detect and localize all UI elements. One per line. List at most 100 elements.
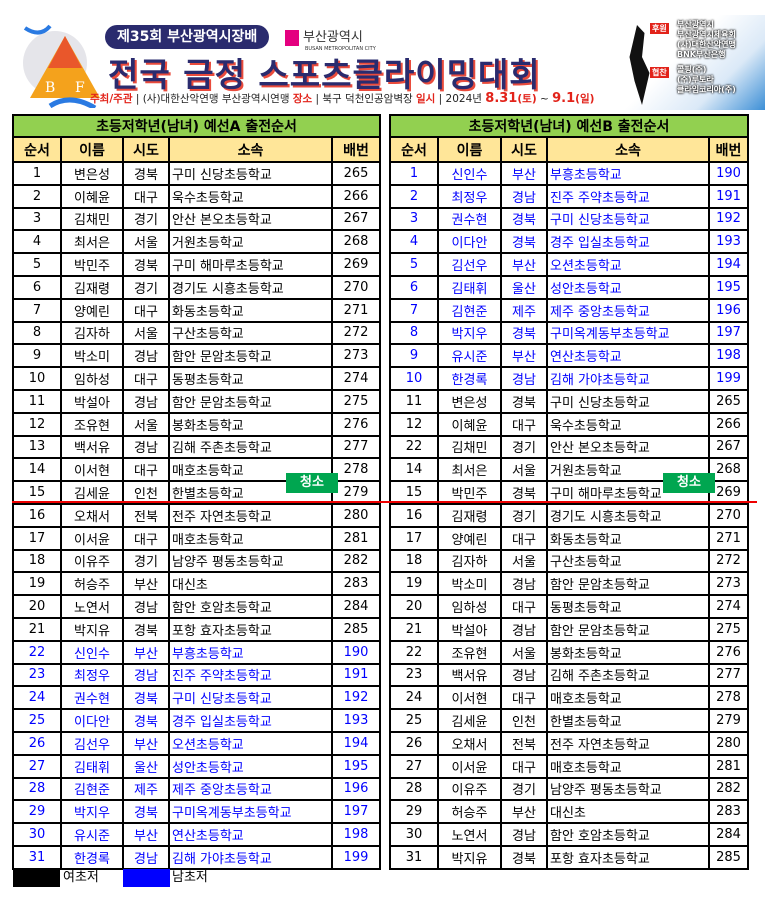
cell-bib: 192 <box>708 206 749 232</box>
cell-affiliation: 김해 주촌초등학교 <box>546 662 710 688</box>
cell-region: 울산 <box>500 274 548 300</box>
clean-badge: 청소 <box>663 473 715 493</box>
cell-name: 유시준 <box>60 822 124 847</box>
cell-affiliation: 포항 효자초등학교 <box>546 844 710 870</box>
table-row: 3 권수현 경북 구미 신당초등학교 192 <box>389 206 749 232</box>
cell-affiliation: 동평초등학교 <box>546 594 710 619</box>
cell-order: 8 <box>12 320 62 346</box>
cell-name: 오채서 <box>60 502 124 528</box>
cell-affiliation: 오션초등학교 <box>168 730 333 756</box>
cell-bib: 274 <box>330 366 382 391</box>
cell-region: 경북 <box>500 388 548 414</box>
table-row: 26 김선우 부산 오션초등학교 194 <box>12 730 382 756</box>
cell-region: 경남 <box>500 571 548 597</box>
cell-region: 경기 <box>500 434 548 460</box>
cell-bib: 275 <box>330 388 382 414</box>
cell-bib: 193 <box>708 229 749 255</box>
cell-bib: 196 <box>708 297 749 323</box>
table-row: 25 이다안 경북 경주 입실초등학교 193 <box>12 708 382 733</box>
cell-affiliation: 연산초등학교 <box>546 343 710 369</box>
cell-name: 박설아 <box>60 388 124 414</box>
cell-region: 울산 <box>122 753 170 779</box>
cell-name: 김자하 <box>60 320 124 346</box>
table-row: 6 김재령 경기 경기도 시흥초등학교 270 <box>12 274 382 300</box>
cell-bib: 268 <box>330 229 382 255</box>
cell-affiliation: 구미 신당초등학교 <box>168 161 333 186</box>
cell-affiliation: 거원초등학교 <box>168 229 333 255</box>
cell-affiliation: 남양주 평동초등학교 <box>168 548 333 574</box>
cell-order: 24 <box>12 685 62 711</box>
cell-region: 경남 <box>500 662 548 688</box>
cell-region: 경북 <box>122 252 170 277</box>
cell-bib: 282 <box>330 548 382 574</box>
cell-order: 10 <box>389 366 439 391</box>
cell-name: 박설아 <box>437 616 502 642</box>
cell-affiliation: 경주 입실초등학교 <box>546 229 710 255</box>
table-row: 12 이혜윤 대구 욱수초등학교 266 <box>389 411 749 437</box>
cell-bib: 197 <box>330 799 382 825</box>
cell-region: 전북 <box>122 502 170 528</box>
header-order: 순서 <box>12 136 62 163</box>
cell-affiliation: 화동초등학교 <box>546 525 710 551</box>
cell-order: 5 <box>12 252 62 277</box>
cell-name: 노연서 <box>60 594 124 619</box>
cell-bib: 278 <box>330 457 382 483</box>
cell-region: 서울 <box>122 320 170 346</box>
cell-order: 30 <box>12 822 62 847</box>
cell-order: 2 <box>389 183 439 209</box>
cell-order: 19 <box>12 571 62 597</box>
table-title: 초등저학년(남녀) 예선B 출전순서 <box>389 114 749 138</box>
cell-region: 경북 <box>500 229 548 255</box>
cell-region: 부산 <box>122 822 170 847</box>
cell-order: 20 <box>389 594 439 619</box>
cell-order: 22 <box>12 639 62 665</box>
header-bib: 배번 <box>330 136 382 163</box>
cell-region: 경남 <box>500 616 548 642</box>
cell-affiliation: 구미 신당초등학교 <box>546 206 710 232</box>
table-row: 30 노연서 경남 함안 호암초등학교 284 <box>389 822 749 847</box>
cell-name: 변은성 <box>60 161 124 186</box>
cell-region: 경남 <box>500 366 548 391</box>
cell-affiliation: 부흥초등학교 <box>168 639 333 665</box>
cell-name: 김세윤 <box>437 708 502 733</box>
cell-order: 21 <box>12 616 62 642</box>
cell-name: 이서현 <box>60 457 124 483</box>
cell-region: 경남 <box>122 388 170 414</box>
table-row: 8 박지우 경북 구미옥계동부초등학교 197 <box>389 320 749 346</box>
cell-affiliation: 성안초등학교 <box>168 753 333 779</box>
table-row: 20 노연서 경남 함안 호암초등학교 284 <box>12 594 382 619</box>
cell-name: 박지우 <box>60 799 124 825</box>
cell-region: 대구 <box>122 457 170 483</box>
date-label: 일시 <box>416 93 436 105</box>
cell-order: 7 <box>389 297 439 323</box>
cell-name: 노연서 <box>437 822 502 847</box>
table-row: 18 김자하 서울 구산초등학교 272 <box>389 548 749 574</box>
header-affiliation: 소속 <box>546 136 710 163</box>
table-row: 4 이다안 경북 경주 입실초등학교 193 <box>389 229 749 255</box>
cell-affiliation: 경기도 시흥초등학교 <box>168 274 333 300</box>
cell-bib: 265 <box>708 388 749 414</box>
cell-region: 대구 <box>500 685 548 711</box>
cell-bib: 266 <box>708 411 749 437</box>
cell-order: 25 <box>389 708 439 733</box>
cell-bib: 191 <box>708 183 749 209</box>
cell-name: 박지유 <box>437 844 502 870</box>
table-row: 28 김현준 제주 제주 중앙초등학교 196 <box>12 776 382 802</box>
edition-label: 제35회 부산광역시장배 <box>105 25 270 49</box>
table-row: 18 이유주 경기 남양주 평동초등학교 282 <box>12 548 382 574</box>
cell-affiliation: 남양주 평동초등학교 <box>546 776 710 802</box>
cell-affiliation: 함안 문암초등학교 <box>168 343 333 369</box>
cell-bib: 276 <box>708 639 749 665</box>
cell-name: 권수현 <box>437 206 502 232</box>
cell-order: 7 <box>12 297 62 323</box>
table-row: 7 양예린 대구 화동초등학교 271 <box>12 297 382 323</box>
cell-order: 9 <box>389 343 439 369</box>
cell-order: 18 <box>389 548 439 574</box>
cell-order: 17 <box>12 525 62 551</box>
table-row: 25 김세윤 인천 한별초등학교 279 <box>389 708 749 733</box>
cell-region: 서울 <box>122 411 170 437</box>
cell-order: 29 <box>12 799 62 825</box>
cell-order: 11 <box>12 388 62 414</box>
cell-order: 3 <box>12 206 62 232</box>
cell-affiliation: 전주 자연초등학교 <box>546 730 710 756</box>
